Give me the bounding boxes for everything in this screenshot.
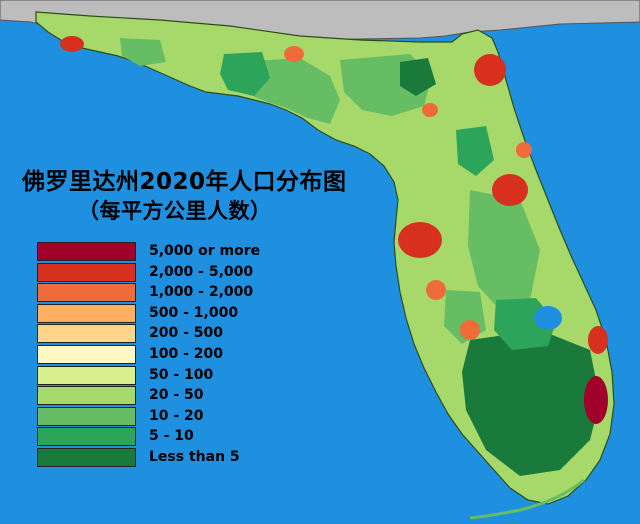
legend-label: 100 - 200	[149, 345, 224, 362]
urban-tampa	[398, 222, 442, 258]
region-osceola-forest	[400, 58, 436, 96]
urban-fort-myers	[460, 320, 480, 340]
urban-pensacola	[60, 36, 84, 52]
legend-swatch	[37, 406, 136, 426]
legend-label: 5,000 or more	[149, 243, 261, 259]
region-everglades	[462, 330, 600, 476]
map-subtitle: （每平方公里人数）	[78, 199, 272, 223]
legend-swatch	[37, 324, 136, 344]
legend-swatch	[37, 386, 136, 406]
lake-okeechobee	[534, 306, 562, 330]
map-title: 佛罗里达州2020年人口分布图	[22, 169, 347, 195]
legend-label: 500 - 1,000	[149, 304, 239, 321]
urban-gainesville	[422, 103, 438, 117]
legend-label: 2,000 - 5,000	[149, 263, 254, 280]
legend-label: 20 - 50	[149, 387, 204, 404]
urban-jacksonville	[474, 54, 506, 86]
region-panhandle-forest	[120, 38, 166, 66]
legend-swatch	[37, 447, 136, 467]
region-apalachicola	[220, 52, 270, 96]
florida-keys	[469, 478, 585, 520]
urban-miami	[584, 376, 608, 424]
legend-swatch	[37, 344, 136, 364]
urban-sarasota	[426, 280, 446, 300]
legend-swatch	[37, 427, 136, 447]
urban-daytona	[516, 142, 532, 158]
legend-label: 200 - 500	[149, 325, 224, 342]
legend-label: 1,000 - 2,000	[149, 284, 254, 301]
legend-label: 10 - 20	[149, 407, 204, 424]
legend-swatch	[37, 283, 136, 303]
legend-label: Less than 5	[149, 448, 240, 465]
urban-palm-beach	[588, 326, 608, 354]
region-interior	[468, 190, 540, 310]
legend-label: 5 - 10	[149, 428, 194, 445]
urban-areas	[60, 36, 608, 424]
legend-label: 50 - 100	[149, 366, 214, 383]
legend-swatch	[37, 242, 136, 261]
legend-swatch	[37, 365, 136, 385]
legend-swatch	[37, 262, 136, 282]
region-ocala-forest	[456, 126, 494, 176]
urban-orlando	[492, 174, 528, 206]
legend-swatch	[37, 303, 136, 323]
urban-tallahassee	[284, 46, 304, 62]
